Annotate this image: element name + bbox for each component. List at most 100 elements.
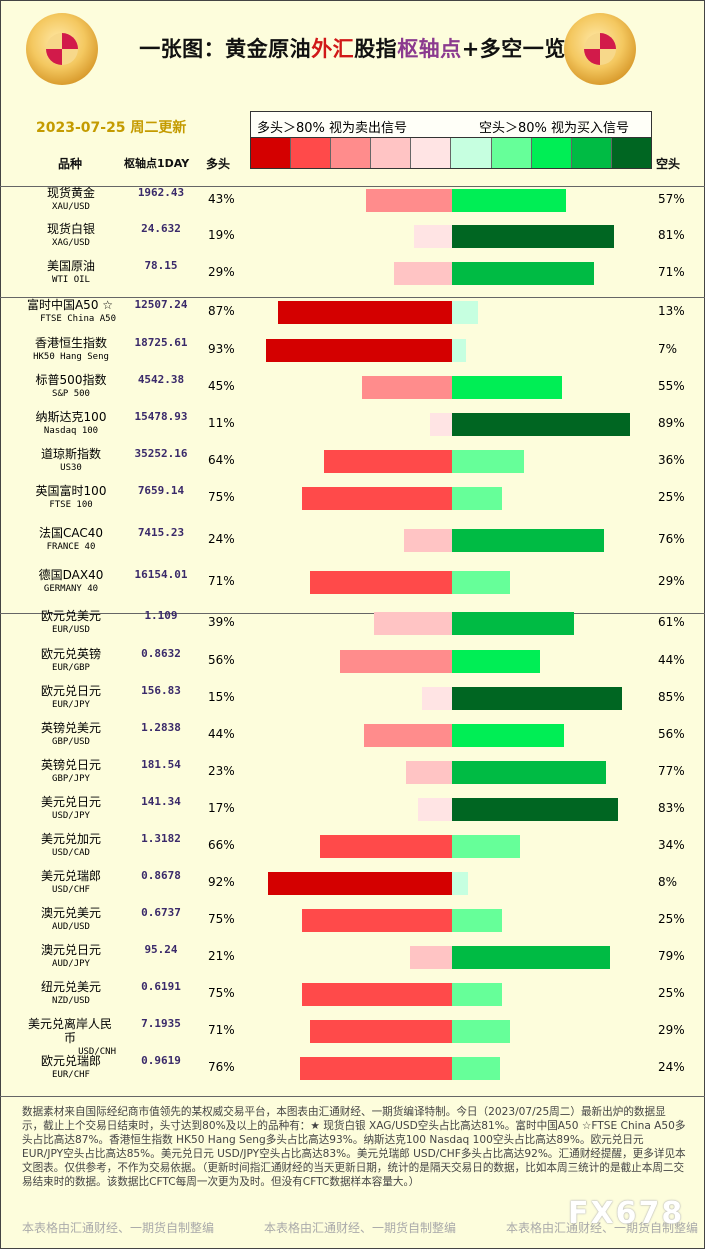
instrument-name-zh: 英镑兑美元 (40, 721, 101, 735)
short-bar (452, 687, 622, 710)
instrument-name-zh: 法国CAC40 (38, 526, 104, 540)
short-percent: 77% (658, 764, 685, 778)
long-percent: 71% (208, 574, 235, 588)
long-bar (366, 189, 452, 212)
long-bar (422, 687, 452, 710)
instrument-name: 道琼斯指数 US30 (0, 447, 142, 475)
short-bar (452, 189, 566, 212)
short-percent: 71% (658, 265, 685, 279)
instrument-name: 美元兑瑞郎 USD/CHF (0, 869, 142, 897)
short-bar (452, 339, 466, 362)
long-bar (278, 301, 452, 324)
long-percent: 43% (208, 192, 235, 206)
long-bar (430, 413, 452, 436)
instrument-name-zh: 香港恒生指数 (34, 336, 107, 350)
table-row: 纳斯达克100 Nasdaq 100 15478.93 11% 89% (0, 408, 705, 440)
long-percent: 75% (208, 912, 235, 926)
short-percent: 79% (658, 949, 685, 963)
table-row: 标普500指数 S&P 500 4542.38 45% 55% (0, 371, 705, 403)
long-percent: 56% (208, 653, 235, 667)
long-percent: 75% (208, 986, 235, 1000)
instrument-name: 富时中国A50 ☆ FTSE China A50 (24, 298, 116, 326)
pivot-value: 0.6191 (141, 980, 181, 993)
color-swatch (371, 138, 412, 168)
table-row: 英镑兑美元 GBP/USD 1.2838 44% 56% (0, 719, 705, 751)
long-percent: 23% (208, 764, 235, 778)
instrument-code: NZD/USD (52, 996, 90, 1006)
short-bar (452, 301, 478, 324)
table-row: 英国富时100 FTSE 100 7659.14 75% 25% (0, 482, 705, 514)
short-percent: 55% (658, 379, 685, 393)
short-bar (452, 835, 520, 858)
color-swatch (291, 138, 332, 168)
instrument-name: 英镑兑美元 GBP/USD (0, 721, 142, 749)
instrument-code: US30 (60, 463, 82, 473)
short-bar (452, 909, 502, 932)
short-percent: 44% (658, 653, 685, 667)
instrument-name-zh: 欧元兑英镑 (40, 647, 101, 661)
short-percent: 61% (658, 615, 685, 629)
instrument-name: 德国DAX40 GERMANY 40 (0, 568, 142, 596)
instrument-code: USD/CNH (78, 1047, 116, 1057)
instrument-code: XAU/USD (52, 202, 90, 212)
pivot-value: 18725.61 (134, 336, 188, 349)
pivot-value: 7.1935 (141, 1017, 181, 1030)
short-percent: 8% (658, 875, 678, 889)
instrument-code: EUR/JPY (52, 700, 90, 710)
table-row: 德国DAX40 GERMANY 40 16154.01 71% 29% (0, 566, 705, 598)
table-row: 澳元兑美元 AUD/USD 0.6737 75% 25% (0, 904, 705, 936)
table-row: 美元兑加元 USD/CAD 1.3182 66% 34% (0, 830, 705, 862)
table-row: 欧元兑美元 EUR/USD 1.109 39% 61% (0, 607, 705, 639)
instrument-code: EUR/GBP (52, 663, 90, 673)
short-percent: 13% (658, 304, 685, 318)
instrument-name: 标普500指数 S&P 500 (0, 373, 142, 401)
gold-emblem-logo-right (564, 13, 636, 85)
short-bar (452, 872, 468, 895)
long-percent: 92% (208, 875, 235, 889)
short-percent: 25% (658, 490, 685, 504)
long-percent: 64% (208, 453, 235, 467)
pivot-value: 24.632 (141, 222, 181, 235)
update-date: 2023-07-25 周二更新 (36, 120, 187, 136)
short-percent: 25% (658, 912, 685, 926)
color-swatch (451, 138, 492, 168)
table-row: 法国CAC40 FRANCE 40 7415.23 24% 76% (0, 524, 705, 556)
instrument-name-zh: 美元兑日元 (40, 795, 101, 809)
pivot-value: 1.109 (144, 609, 178, 622)
instrument-name-zh: 道琼斯指数 (40, 447, 101, 461)
instrument-code: AUD/JPY (52, 959, 90, 969)
pivot-value: 16154.01 (134, 568, 188, 581)
instrument-name-zh: 富时中国A50 ☆ (26, 298, 114, 312)
instrument-name-zh: 欧元兑日元 (40, 684, 101, 698)
short-percent: 76% (658, 532, 685, 546)
instrument-name: 澳元兑美元 AUD/USD (0, 906, 142, 934)
short-percent: 85% (658, 690, 685, 704)
short-percent: 29% (658, 574, 685, 588)
instrument-name: 美元兑离岸人民币 USD/CNH (24, 1017, 116, 1059)
pivot-value: 35252.16 (134, 447, 188, 460)
pivot-value: 0.6737 (141, 906, 181, 919)
long-percent: 45% (208, 379, 235, 393)
legend-long-signal: 多头＞80% 视为卖出信号 (257, 121, 408, 136)
short-percent: 83% (658, 801, 685, 815)
instrument-name: 香港恒生指数 HK50 Hang Seng (0, 336, 142, 364)
long-bar (374, 612, 452, 635)
short-bar (452, 529, 604, 552)
instrument-code: FTSE China A50 (40, 314, 116, 324)
short-bar (452, 376, 562, 399)
pivot-value: 7415.23 (137, 526, 185, 539)
table-row: 美元兑瑞郎 USD/CHF 0.8678 92% 8% (0, 867, 705, 899)
short-bar (452, 1057, 500, 1080)
long-bar (394, 262, 452, 285)
long-percent: 19% (208, 228, 235, 242)
pivot-value: 0.9619 (141, 1054, 181, 1067)
short-percent: 7% (658, 342, 678, 356)
long-percent: 21% (208, 949, 235, 963)
instrument-code: Nasdaq 100 (43, 426, 99, 436)
long-bar (340, 650, 452, 673)
instrument-name-zh: 澳元兑美元 (40, 906, 101, 920)
pivot-value: 7659.14 (137, 484, 185, 497)
color-swatch (331, 138, 372, 168)
short-bar (452, 571, 510, 594)
divider (0, 186, 705, 187)
